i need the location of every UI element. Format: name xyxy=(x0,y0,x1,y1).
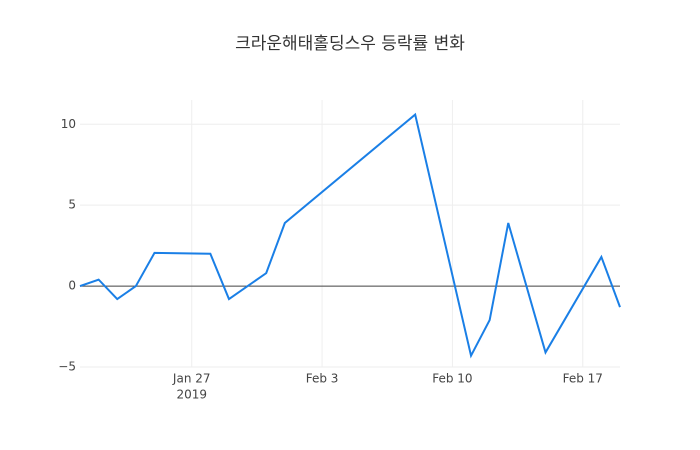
x-year-label: 2019 xyxy=(176,388,207,402)
x-tick-label: Feb 10 xyxy=(432,372,472,386)
line-series xyxy=(79,112,621,359)
x-tick-label: Jan 27 xyxy=(172,372,211,386)
y-tick-label: 0 xyxy=(68,279,76,293)
chart-title: 크라운해태홀딩스우 등락률 변화 xyxy=(235,34,465,54)
y-tick-label: 5 xyxy=(68,198,76,212)
x-tick-label: Feb 17 xyxy=(563,372,603,386)
y-tick-label: −5 xyxy=(58,360,76,374)
x-tick-label: Feb 3 xyxy=(306,372,339,386)
y-tick-label: 10 xyxy=(61,117,76,131)
